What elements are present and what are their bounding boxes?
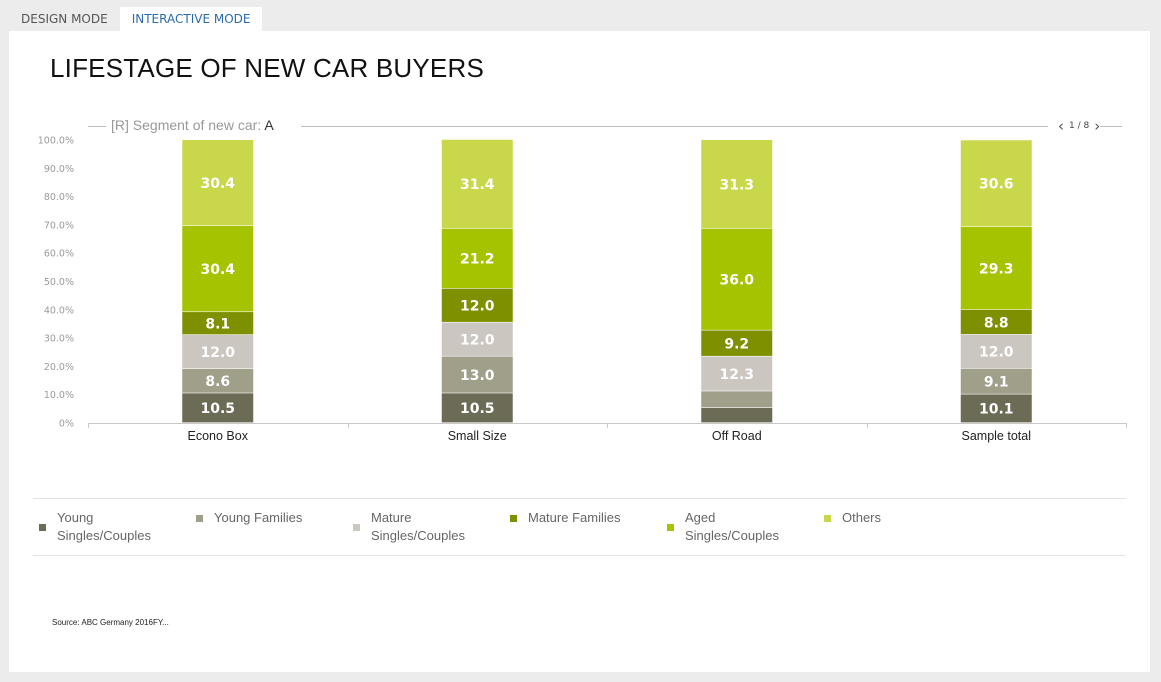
bar-segment [960,334,1032,369]
bar-segment [960,368,1032,394]
data-label: 12.0 [200,345,235,361]
data-label: 9.2 [724,336,749,352]
legend-item-young-families[interactable]: Young Families [196,509,302,527]
data-label: 36.0 [719,273,754,289]
chart-panel: LIFESTAGE OF NEW CAR BUYERS [R] Segment … [9,31,1150,672]
bar-segment [701,408,773,423]
data-label: 12.0 [979,345,1014,361]
legend-swatch [39,523,46,531]
bar-segment [182,334,254,369]
legend-item-young-singles[interactable]: Young Singles/Couples [39,509,151,545]
bar-segment [441,322,513,356]
data-label: 10.5 [200,401,235,417]
segment-rule-left [88,126,106,127]
data-label: 30.4 [200,262,235,278]
mode-tabbar: DESIGN MODE INTERACTIVE MODE [9,7,263,31]
y-tick-label: 30.0% [44,334,74,345]
data-label: 10.5 [460,401,495,417]
tab-design-mode[interactable]: DESIGN MODE [21,12,108,26]
bar-segment [960,226,1032,310]
data-label: 12.0 [460,299,495,315]
bar-segment [182,312,254,335]
bar-segment [701,140,773,228]
bar-segment [701,228,773,330]
page-indicator: 1 / 8 [1069,121,1090,131]
data-label: 31.3 [719,177,754,193]
data-label: 12.0 [460,333,495,349]
bar-segment [701,391,773,408]
data-label: 21.2 [460,252,495,268]
legend-item-others[interactable]: Others [824,509,881,527]
legend-swatch [196,514,203,522]
data-label: 8.6 [205,374,230,390]
legend-swatch [510,514,517,522]
segment-rule-right [301,126,1048,127]
pager-rule-right [1100,126,1122,127]
y-tick-label: 40.0% [44,305,74,316]
tab-interactive-mode[interactable]: INTERACTIVE MODE [119,7,263,31]
legend-label: Young Singles/Couples [57,510,151,543]
legend-divider-bottom [33,555,1126,556]
y-tick-label: 70.0% [44,220,74,231]
y-tick-label: 80.0% [44,192,74,203]
segment-filter-value: A [264,117,274,133]
legend-label: Mature Families [528,510,621,525]
bar-segment [182,368,254,393]
data-label: 13.0 [460,368,495,384]
bar-segment [182,226,254,312]
bar-segment [960,140,1032,227]
source-note: Source: ABC Germany 2016FY... [52,618,169,627]
bar-segment [182,140,254,226]
legend-swatch [824,514,831,522]
bar-segment [441,139,513,228]
bar-segment [701,356,773,391]
x-category-label: Small Size [448,429,507,443]
legend-divider-top [33,498,1126,499]
data-label: 30.6 [979,177,1014,193]
data-label: 10.1 [979,402,1014,418]
bar-segment [441,393,513,423]
legend-item-aged-singles[interactable]: Aged Singles/Couples [667,509,779,545]
x-category-label: Sample total [962,429,1031,443]
bar-segment [441,288,513,322]
y-tick-label: 10.0% [44,390,74,401]
data-label: 12.3 [719,367,754,383]
pager: ‹ 1 / 8 › [1056,118,1102,134]
bar-segment [441,356,513,393]
segment-filter[interactable]: [R] Segment of new car: A [111,117,274,133]
page-title: LIFESTAGE OF NEW CAR BUYERS [50,53,484,83]
data-label: 8.1 [205,317,230,333]
y-tick-label: 100.0% [38,136,74,147]
y-tick-label: 90.0% [44,164,74,175]
data-label: 30.4 [200,176,235,192]
data-label: 31.4 [460,177,495,193]
y-tick-label: 50.0% [44,277,74,288]
x-category-label: Off Road [712,429,762,443]
legend-label: Others [842,510,882,525]
bar-segment [182,393,254,423]
legend-label: Young Families [214,510,303,525]
stacked-bar-chart: 0% 10.0% 20.0% 30.0% 40.0% 50.0% 60.0% 70.0% 80.… [38,136,1127,443]
legend-swatch [667,523,674,531]
y-tick-label: 20.0% [44,362,74,373]
data-label: 9.1 [984,375,1009,391]
x-category-label: Econo Box [188,429,249,443]
legend-item-mature-singles[interactable]: Mature Singles/Couples [353,509,465,545]
data-label: 8.8 [984,315,1009,331]
bar-segment [701,330,773,356]
chevron-left-icon[interactable]: ‹ [1058,117,1064,135]
legend-item-mature-families[interactable]: Mature Families [510,509,620,527]
chevron-right-icon[interactable]: › [1094,117,1101,135]
y-tick-label: 0% [59,419,74,430]
bar-segment [441,228,513,288]
segment-filter-label: [R] Segment of new car: [111,117,262,133]
legend-swatch [353,523,360,531]
bar-segment [960,394,1032,423]
legend-label: Aged Singles/Couples [685,510,779,543]
legend-label: Mature Singles/Couples [371,510,465,543]
bar-segment [960,309,1032,335]
data-label: 29.3 [979,261,1014,277]
y-tick-label: 60.0% [44,249,74,260]
